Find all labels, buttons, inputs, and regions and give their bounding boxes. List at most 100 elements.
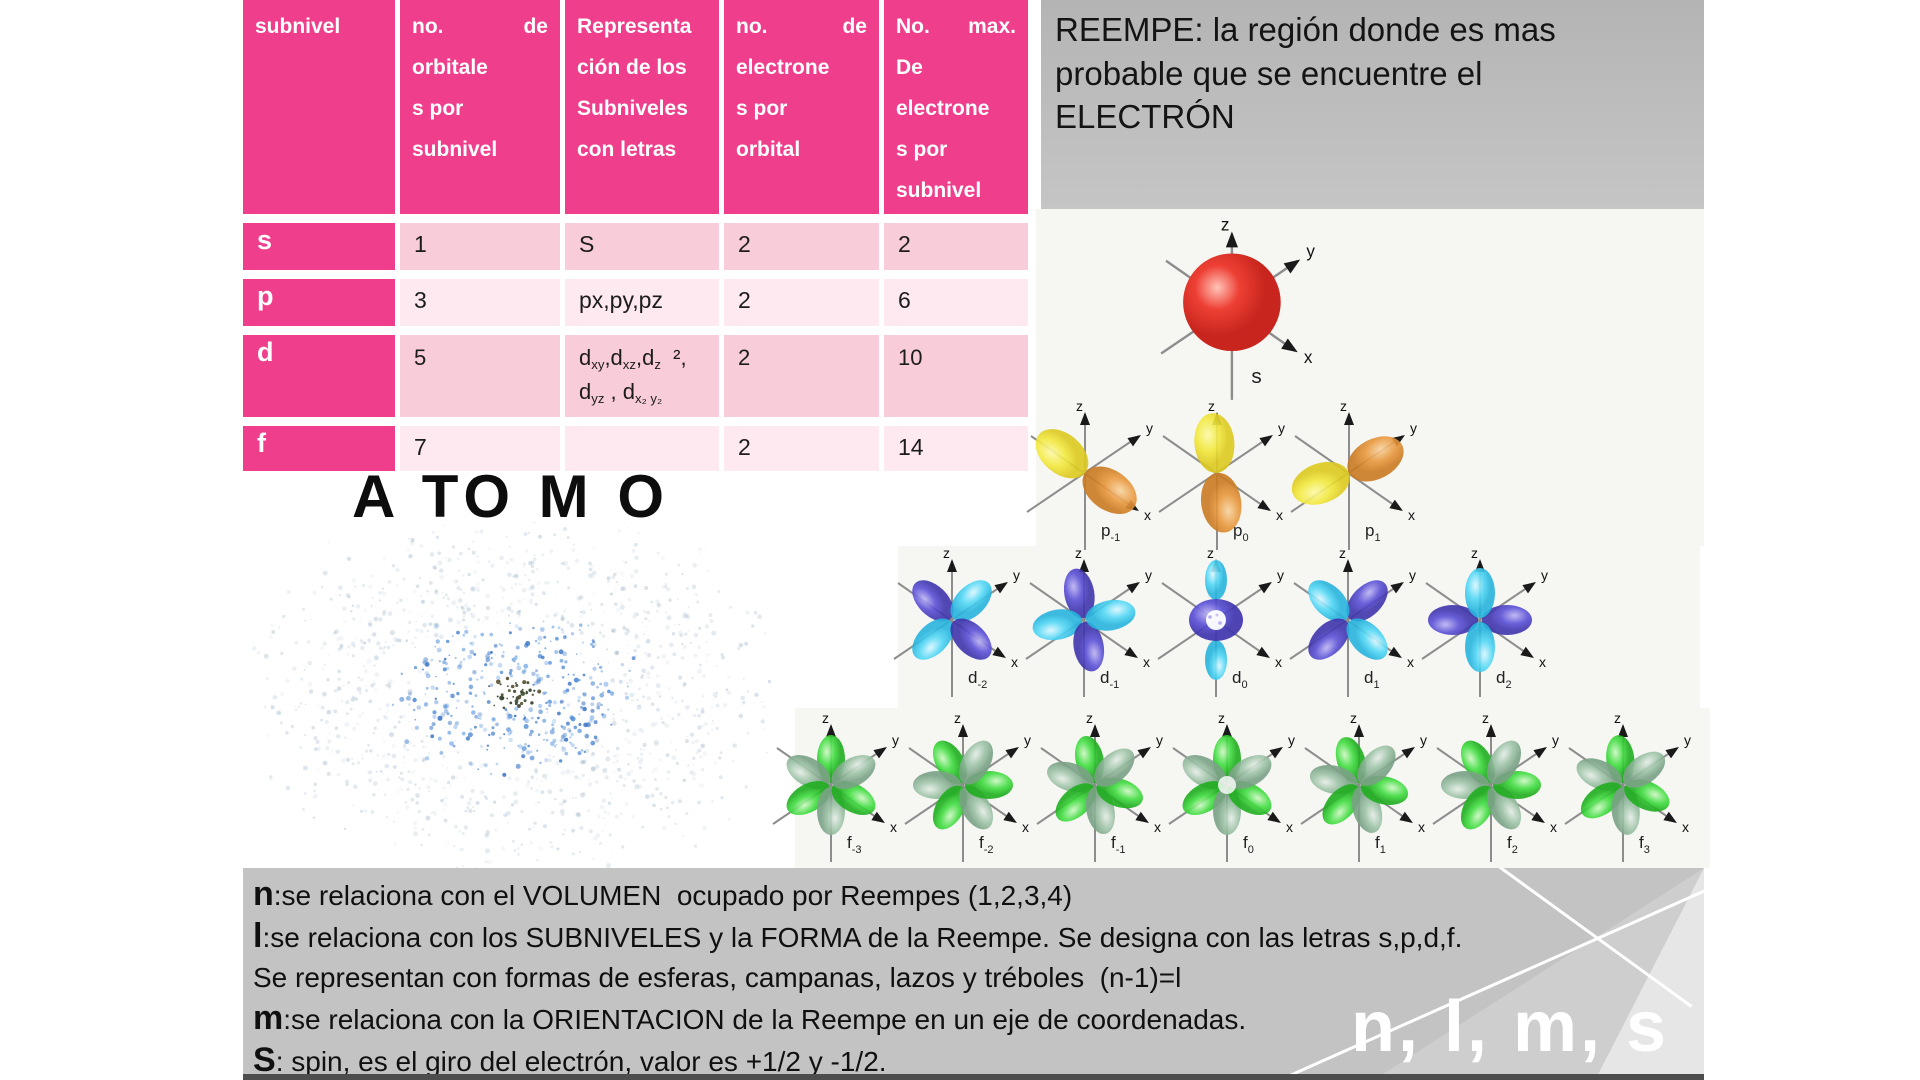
svg-text:y: y bbox=[1288, 732, 1295, 748]
table-cell: 10 bbox=[884, 335, 1028, 417]
quantum-numbers-watermark: n, l, m, s bbox=[1351, 987, 1670, 1067]
svg-text:x: x bbox=[1143, 654, 1150, 670]
table-row-label: p bbox=[243, 279, 395, 326]
table-row: f 7 2 14 bbox=[243, 426, 1028, 471]
svg-text:p0: p0 bbox=[1233, 521, 1249, 544]
orbital-diagram-p1: z y x p1 bbox=[1290, 398, 1417, 550]
footer-line: n:se relaciona con el VOLUMEN ocupado po… bbox=[253, 875, 1073, 913]
table-row-label: d bbox=[243, 335, 395, 417]
orbital-diagram-s: z y x s bbox=[1160, 215, 1315, 400]
table-header-cell: no. de orbitale s por subnivel bbox=[400, 0, 560, 214]
orbital-panel-sp bbox=[1036, 209, 1704, 546]
orbital-diagram-p0: z y x p0 bbox=[1158, 398, 1285, 550]
orbital-diagram-f-3: z y x f-3 bbox=[772, 710, 899, 862]
svg-text:y: y bbox=[1024, 732, 1031, 748]
atom-image bbox=[252, 522, 772, 872]
table-header-line: electrone bbox=[896, 97, 990, 120]
reempe-text: REEMPE: la región donde es mas probable … bbox=[1055, 11, 1556, 136]
table-header-row: subnivel no. de orbitale s por subnivel Repres… bbox=[243, 0, 1028, 214]
table-cell: px,py,pz bbox=[565, 279, 719, 326]
svg-text:y: y bbox=[1146, 420, 1153, 436]
table-cell: 7 bbox=[400, 426, 560, 471]
table-cell: 3 bbox=[400, 279, 560, 326]
orbital-diagram-d0: z y x d0 bbox=[1157, 545, 1284, 697]
table-header-line: electrone bbox=[736, 56, 830, 79]
table-header-line: subnivel bbox=[412, 138, 498, 161]
table-header-line: s por bbox=[412, 97, 464, 120]
svg-text:x: x bbox=[1154, 819, 1161, 835]
svg-text:p-1: p-1 bbox=[1101, 521, 1120, 544]
table-cell: 14 bbox=[884, 426, 1028, 471]
orbital-diagram-d-2: z y x d-2 bbox=[893, 545, 1020, 697]
table-header-line: Representa bbox=[577, 15, 692, 38]
table-header-line: no. de bbox=[736, 15, 867, 38]
atomo-title: A TO M O bbox=[352, 463, 670, 530]
svg-text:y: y bbox=[1684, 732, 1691, 748]
orbital-diagram-f-1: z y x f-1 bbox=[1036, 710, 1163, 862]
svg-text:x: x bbox=[1276, 507, 1283, 523]
svg-text:z: z bbox=[822, 710, 829, 726]
svg-text:z: z bbox=[1482, 710, 1489, 726]
svg-text:z: z bbox=[1340, 398, 1347, 414]
svg-text:x: x bbox=[1022, 819, 1029, 835]
table-header-line: subnivel bbox=[896, 179, 982, 202]
svg-text:y: y bbox=[1145, 567, 1152, 583]
footer-text: n:se relaciona con el VOLUMEN ocupado po… bbox=[243, 868, 1704, 1074]
table-cell: 5 bbox=[400, 335, 560, 417]
reempe-note: REEMPE: la región donde es mas probable … bbox=[1041, 0, 1704, 209]
table-header-cell: Representa ción de los Subniveles con letra… bbox=[565, 0, 719, 214]
svg-text:f-3: f-3 bbox=[847, 833, 862, 856]
svg-text:x: x bbox=[1286, 819, 1293, 835]
footer-line: Se representan con formas de esferas, ca… bbox=[253, 962, 1182, 993]
orbital-diagram-f-2: z y x f-2 bbox=[904, 710, 1031, 862]
svg-text:x: x bbox=[1682, 819, 1689, 835]
svg-text:f3: f3 bbox=[1639, 833, 1650, 856]
orbital-diagram-d-1: z y x d-1 bbox=[1025, 545, 1152, 697]
svg-text:f2: f2 bbox=[1507, 833, 1518, 856]
table-cell: 2 bbox=[884, 223, 1028, 270]
svg-text:d2: d2 bbox=[1496, 668, 1512, 691]
svg-text:x: x bbox=[1408, 507, 1415, 523]
table-cell: 2 bbox=[724, 279, 879, 326]
table-body: s 1 S 2 2 p 3 px,py,pz 2 6 d 5 dxy,dxz,dz ², dyz , dx… bbox=[243, 223, 1028, 471]
svg-text:x: x bbox=[1304, 348, 1313, 367]
svg-text:y: y bbox=[1410, 420, 1417, 436]
svg-text:y: y bbox=[1277, 567, 1284, 583]
orbital-diagram-d1: z y x d1 bbox=[1289, 545, 1416, 697]
svg-text:f1: f1 bbox=[1375, 833, 1386, 856]
table-header-cell: no. de electrone s por orbital bbox=[724, 0, 879, 214]
table-header-line: orbitale bbox=[412, 56, 488, 79]
svg-text:x: x bbox=[1550, 819, 1557, 835]
orbital-diagram-f0: z y x f0 bbox=[1168, 710, 1295, 862]
svg-text:y: y bbox=[1278, 420, 1285, 436]
svg-text:z: z bbox=[943, 545, 950, 561]
svg-text:d0: d0 bbox=[1232, 668, 1248, 691]
svg-text:x: x bbox=[1418, 819, 1425, 835]
table-header-line: No. max. bbox=[896, 15, 1016, 38]
orbital-panel-d bbox=[898, 546, 1700, 708]
table-cell: 2 bbox=[724, 223, 879, 270]
table-row-label: s bbox=[243, 223, 395, 270]
svg-text:y: y bbox=[1013, 567, 1020, 583]
table-header-line: s por bbox=[736, 97, 788, 120]
svg-text:z: z bbox=[1086, 710, 1093, 726]
svg-text:y: y bbox=[1306, 242, 1315, 261]
svg-text:y: y bbox=[892, 732, 899, 748]
subnivel-table: subnivel no. de orbitale s por subnivel Repres… bbox=[243, 0, 1028, 471]
svg-text:z: z bbox=[1076, 398, 1083, 414]
table-header-cell: subnivel bbox=[243, 0, 395, 214]
footer-line: m:se relaciona con la ORIENTACION de la … bbox=[253, 999, 1247, 1037]
table-header-line: orbital bbox=[736, 138, 801, 161]
orbital-diagram-d2: z y x d2 bbox=[1421, 545, 1548, 697]
table-cell: 1 bbox=[400, 223, 560, 270]
svg-text:y: y bbox=[1552, 732, 1559, 748]
table-header-line: subnivel bbox=[255, 15, 341, 38]
table-header-cell: No. max. De electrone s por subnivel bbox=[884, 0, 1028, 214]
svg-text:z: z bbox=[1471, 545, 1478, 561]
svg-text:x: x bbox=[890, 819, 897, 835]
svg-text:z: z bbox=[1207, 545, 1214, 561]
svg-text:x: x bbox=[1011, 654, 1018, 670]
table-header-line: ción de los bbox=[577, 56, 687, 79]
svg-text:z: z bbox=[1218, 710, 1225, 726]
